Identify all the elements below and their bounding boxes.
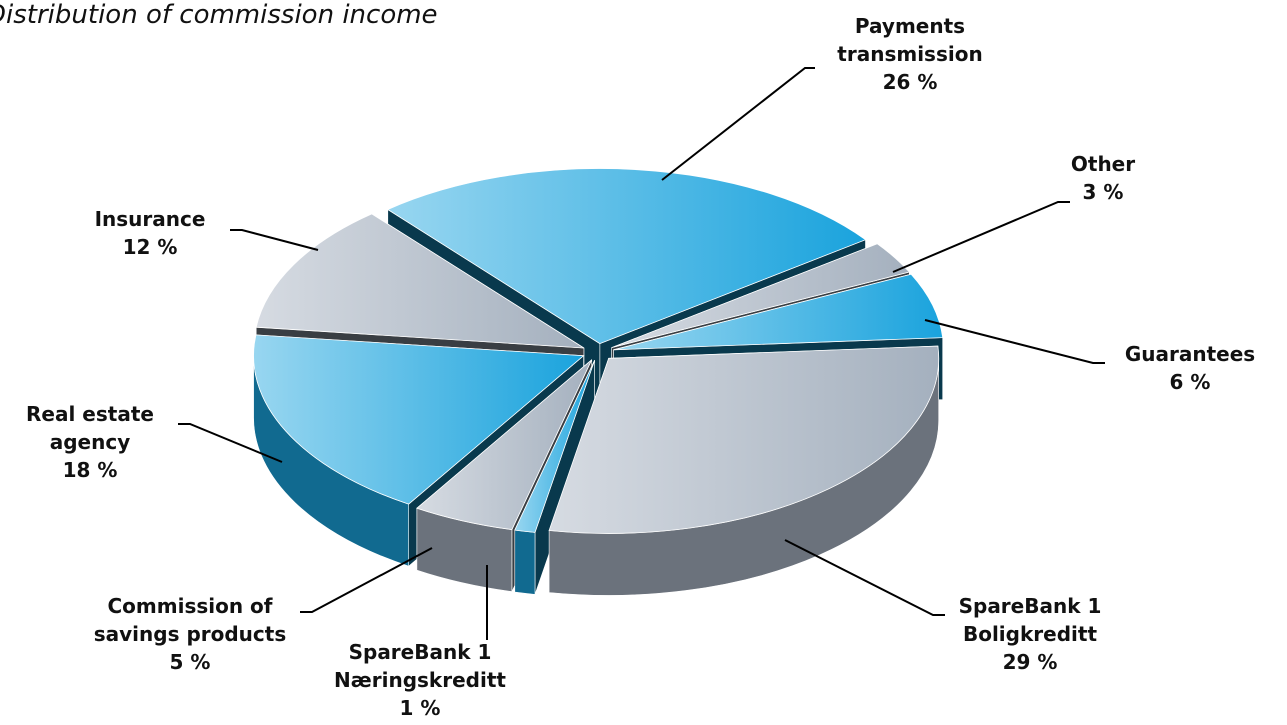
category-label: Real estate agency: [26, 402, 154, 454]
value-label: 29 %: [1002, 650, 1058, 674]
slice: [416, 359, 593, 531]
category-label: Payments transmission: [837, 14, 983, 66]
slice-label: Real estate agency 18 %: [0, 400, 185, 484]
value-label: 12 %: [122, 235, 178, 259]
category-label: SpareBank 1 Boligkreditt: [958, 594, 1102, 646]
leader-line: [300, 547, 433, 613]
slice-label: Other 3 %: [1043, 150, 1163, 206]
category-label: SpareBank 1 Næringskreditt: [334, 640, 506, 692]
slice-label: SpareBank 1 Boligkreditt 29 %: [920, 592, 1140, 676]
chart-title: Distribution of commission income: [0, 0, 438, 30]
slice-side: [514, 529, 536, 595]
value-label: 3 %: [1082, 180, 1124, 204]
slice-label: Guarantees 6 %: [1105, 340, 1275, 396]
slice: [255, 213, 585, 349]
slice-label: Payments transmission 26 %: [800, 12, 1020, 96]
leader-line: [784, 539, 945, 616]
slice: [514, 360, 595, 533]
leader-line: [230, 229, 319, 251]
slices: [253, 168, 944, 596]
slice-label: Commission of savings products 5 %: [65, 592, 315, 676]
leader-lines: [178, 67, 1105, 640]
value-label: 5 %: [169, 650, 211, 674]
slice-label: SpareBank 1 Næringskreditt 1 %: [305, 638, 535, 722]
category-label: Insurance: [94, 207, 206, 231]
slice: [386, 168, 867, 345]
slice: [611, 243, 911, 348]
slice: [548, 345, 940, 534]
leader-line: [924, 319, 1105, 364]
slice: [253, 334, 585, 505]
value-label: 18 %: [62, 458, 118, 482]
value-label: 6 %: [1169, 370, 1211, 394]
value-label: 1 %: [399, 696, 441, 720]
slice-label: Insurance 12 %: [70, 205, 230, 261]
value-label: 26 %: [882, 70, 938, 94]
leader-line: [661, 67, 815, 181]
category-label: Other: [1070, 152, 1136, 176]
leader-line: [178, 423, 283, 463]
category-label: Commission of savings products: [93, 594, 287, 646]
category-label: Guarantees: [1124, 342, 1256, 366]
slice: [613, 273, 944, 351]
leader-line: [892, 201, 1070, 273]
